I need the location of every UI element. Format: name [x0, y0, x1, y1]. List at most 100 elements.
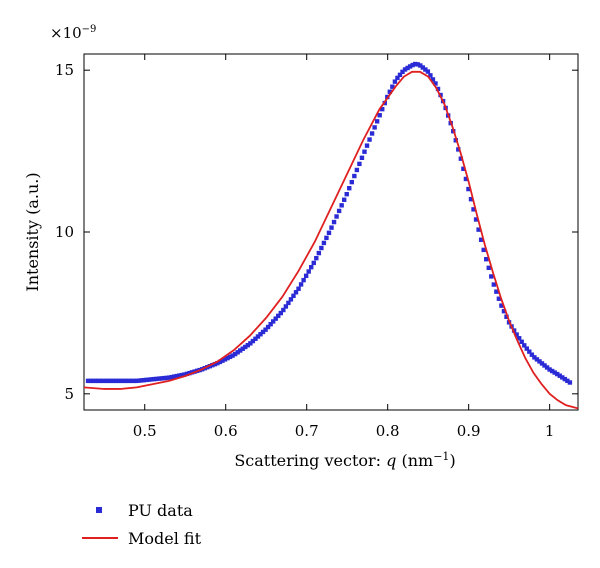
- data-point: [331, 219, 337, 225]
- x-tick-label: 0.5: [133, 422, 157, 440]
- x-axis-label-exp: −1: [433, 450, 449, 463]
- data-point: [303, 273, 309, 279]
- data-point: [499, 303, 504, 308]
- series-layer: [84, 61, 578, 410]
- data-point: [293, 290, 299, 295]
- data-point: [514, 332, 519, 337]
- data-point: [357, 161, 362, 167]
- data-point: [131, 378, 136, 384]
- data-point: [139, 378, 144, 383]
- data-point: [486, 265, 491, 271]
- x-tick-label: 0.7: [295, 422, 319, 440]
- data-point: [380, 106, 385, 112]
- data-point: [468, 197, 474, 202]
- data-point: [232, 351, 238, 357]
- data-point: [291, 293, 296, 299]
- data-point: [184, 371, 190, 377]
- data-point: [227, 354, 233, 360]
- data-point: [423, 67, 428, 72]
- data-point: [463, 176, 469, 182]
- data-point: [504, 314, 509, 319]
- data-point: [85, 378, 91, 384]
- data-point: [90, 378, 96, 384]
- data-point: [126, 378, 131, 384]
- data-point: [395, 75, 400, 81]
- data-point: [329, 225, 334, 230]
- data-point: [182, 372, 187, 377]
- data-point: [352, 173, 357, 179]
- data-point: [511, 328, 517, 333]
- data-point: [473, 217, 479, 222]
- x-axis-label-close: ): [449, 451, 455, 470]
- data-point: [260, 329, 266, 335]
- data-point: [156, 376, 162, 381]
- data-point: [420, 65, 426, 70]
- data-point: [544, 365, 550, 370]
- data-point: [527, 349, 532, 354]
- model-fit-line: [84, 70, 578, 410]
- data-point: [522, 343, 527, 348]
- data-point: [435, 86, 441, 92]
- data-point: [519, 339, 524, 344]
- data-point: [273, 316, 278, 321]
- data-point: [562, 376, 568, 382]
- data-point: [336, 208, 342, 214]
- data-point: [286, 300, 291, 306]
- data-point: [542, 363, 547, 368]
- data-point: [121, 378, 126, 384]
- y-tick-label: 15: [55, 61, 74, 79]
- data-point: [458, 156, 464, 161]
- data-point: [425, 69, 431, 74]
- data-point: [167, 375, 172, 380]
- data-point: [278, 310, 283, 316]
- data-point: [367, 137, 372, 142]
- data-point: [359, 155, 365, 160]
- data-point: [298, 282, 304, 287]
- data-point: [326, 230, 332, 236]
- y-axis-label: Intensity (a.u.): [23, 172, 42, 291]
- data-point: [537, 359, 542, 364]
- data-point: [98, 378, 103, 384]
- data-point: [341, 197, 347, 202]
- x-tick-label: 1: [545, 422, 555, 440]
- data-point: [151, 376, 157, 382]
- data-point: [377, 113, 382, 118]
- data-point: [484, 257, 489, 262]
- data-point: [314, 255, 319, 261]
- data-point: [215, 360, 220, 366]
- data-point: [270, 319, 276, 324]
- data-point: [136, 378, 141, 383]
- data-point: [407, 64, 413, 69]
- data-point: [220, 358, 225, 363]
- data-point: [243, 344, 248, 350]
- data-point: [245, 342, 251, 348]
- legend-label-pu-data: PU data: [128, 500, 193, 520]
- data-point: [238, 348, 243, 353]
- data-point: [253, 336, 258, 341]
- data-point: [235, 350, 240, 355]
- data-point: [555, 371, 560, 377]
- data-point: [560, 375, 565, 380]
- data-point: [263, 327, 268, 332]
- data-point: [296, 286, 301, 291]
- data-point: [250, 338, 256, 344]
- data-point: [154, 376, 159, 382]
- data-point: [400, 69, 405, 75]
- data-point: [539, 361, 545, 366]
- data-point: [489, 274, 494, 279]
- data-point: [334, 214, 339, 219]
- data-point: [392, 79, 398, 84]
- data-point: [177, 373, 182, 378]
- data-point: [364, 143, 370, 148]
- y-multiplier-base: ×10: [50, 24, 82, 42]
- data-point: [276, 313, 281, 319]
- data-point: [255, 334, 261, 339]
- data-point: [311, 260, 316, 266]
- data-point: [288, 297, 294, 302]
- data-point: [113, 378, 119, 384]
- data-point: [169, 374, 174, 380]
- data-point: [547, 367, 552, 372]
- data-point: [88, 378, 93, 384]
